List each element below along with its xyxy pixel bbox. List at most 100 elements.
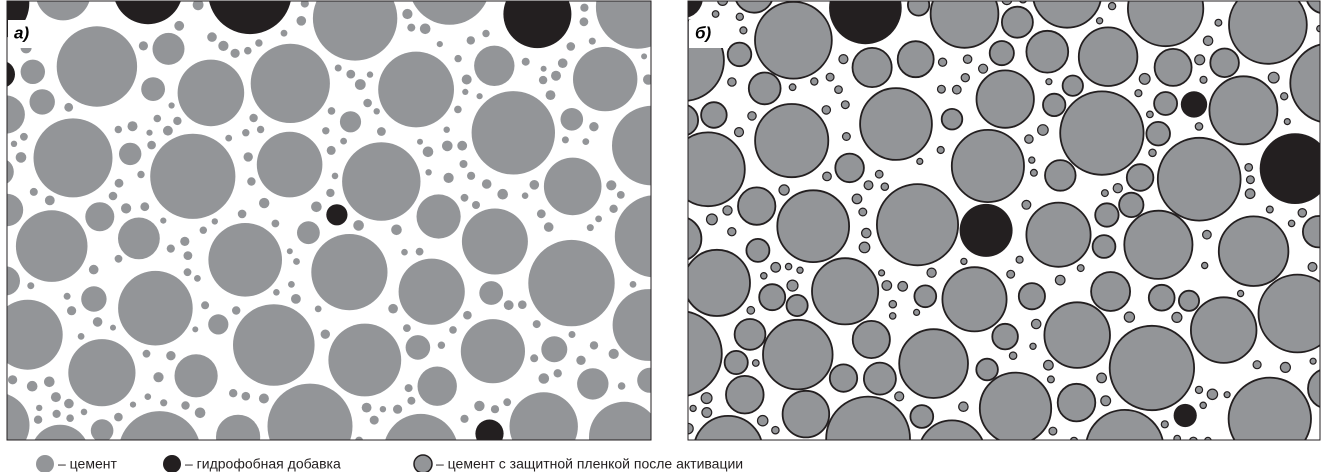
particle xyxy=(890,313,896,319)
particle xyxy=(27,381,38,392)
particle xyxy=(16,152,27,163)
particle xyxy=(561,108,584,131)
particle xyxy=(472,201,480,209)
particle xyxy=(812,258,878,324)
particle xyxy=(474,401,484,411)
particle xyxy=(1268,72,1279,83)
particle xyxy=(244,47,252,55)
particle xyxy=(93,317,103,327)
particle xyxy=(860,88,932,160)
particle xyxy=(326,204,347,225)
particle xyxy=(442,141,453,152)
particle xyxy=(533,320,541,328)
particle xyxy=(546,90,556,100)
particle xyxy=(169,102,175,108)
particle xyxy=(1215,19,1222,26)
particle xyxy=(259,198,269,208)
particle xyxy=(1135,90,1142,97)
particle xyxy=(839,55,848,64)
particle xyxy=(482,179,492,189)
particle xyxy=(355,79,366,90)
particle xyxy=(218,41,228,51)
particle xyxy=(1207,389,1217,399)
particle xyxy=(701,393,712,404)
particle xyxy=(787,280,798,291)
particle xyxy=(899,329,968,398)
particle xyxy=(759,284,785,310)
particle xyxy=(728,43,752,67)
particle xyxy=(0,266,20,295)
particle xyxy=(841,101,849,109)
particle xyxy=(701,102,727,128)
particle xyxy=(293,258,300,265)
particle xyxy=(761,273,767,279)
particle xyxy=(1097,18,1103,24)
particle xyxy=(919,420,986,472)
particle xyxy=(596,0,679,49)
particle xyxy=(64,103,73,112)
particle xyxy=(482,30,489,37)
particle xyxy=(200,227,207,234)
particle xyxy=(881,183,888,190)
particle xyxy=(1308,369,1325,409)
particle xyxy=(244,152,253,161)
particle xyxy=(11,141,17,147)
particle xyxy=(281,30,288,37)
particle xyxy=(231,49,240,58)
particle xyxy=(479,281,503,305)
particle xyxy=(580,17,589,26)
particle xyxy=(166,351,175,360)
particle xyxy=(130,402,136,408)
particle xyxy=(728,78,736,86)
particle xyxy=(425,169,431,175)
particle xyxy=(463,311,472,320)
particle xyxy=(544,222,554,232)
particle xyxy=(328,107,336,115)
particle xyxy=(193,0,204,10)
particle xyxy=(503,0,571,48)
particle xyxy=(216,415,260,459)
particle xyxy=(942,109,963,130)
particle xyxy=(961,258,967,264)
particle xyxy=(530,180,540,190)
particle xyxy=(1284,119,1290,125)
particle xyxy=(34,118,113,197)
particle xyxy=(140,202,149,211)
particle xyxy=(582,138,589,145)
particle xyxy=(1146,122,1170,146)
particle xyxy=(311,202,322,213)
particle xyxy=(1038,125,1049,136)
particle xyxy=(326,189,334,197)
particle xyxy=(332,173,339,180)
particle xyxy=(66,414,74,422)
particle xyxy=(139,41,148,50)
particle xyxy=(1095,203,1118,226)
particle xyxy=(1063,76,1083,96)
particle xyxy=(257,132,323,198)
particle xyxy=(1046,79,1052,85)
particle xyxy=(539,373,550,384)
particle xyxy=(64,293,71,300)
particle xyxy=(573,47,637,111)
particle xyxy=(0,300,63,370)
particle xyxy=(128,121,138,131)
particle xyxy=(618,382,626,390)
particle xyxy=(811,78,818,85)
particle xyxy=(615,195,698,278)
particle xyxy=(1077,265,1084,272)
particle xyxy=(1086,410,1164,472)
particle xyxy=(44,377,55,388)
particle xyxy=(1124,211,1192,279)
particle xyxy=(36,405,42,411)
particle xyxy=(1172,312,1182,322)
particle xyxy=(755,104,828,177)
particle xyxy=(960,204,1013,257)
particle xyxy=(327,146,336,155)
particle xyxy=(723,206,732,215)
particle xyxy=(27,282,34,289)
particle xyxy=(976,359,998,381)
particle xyxy=(1033,0,1102,28)
particle xyxy=(1002,7,1033,38)
particle xyxy=(959,402,968,411)
particle xyxy=(232,306,240,314)
